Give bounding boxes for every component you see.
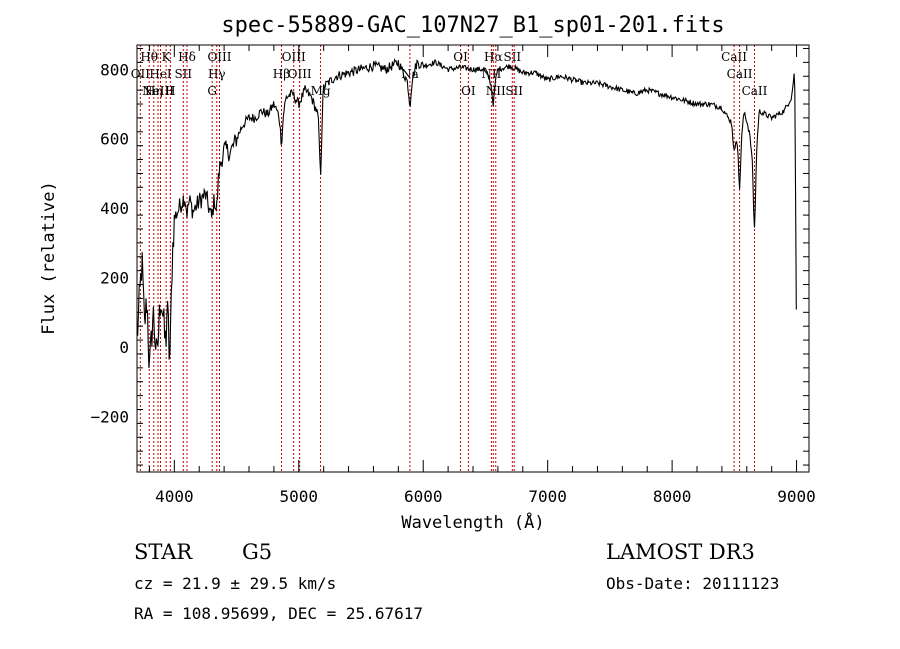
x-tick-label: 8000	[653, 487, 692, 506]
spectral-line-label: OI	[461, 84, 476, 98]
x-tick-label: 7000	[528, 487, 567, 506]
obs-date: Obs-Date: 20111123	[606, 574, 779, 593]
chart-title: spec-55889-GAC_107N27_B1_sp01-201.fits	[221, 13, 724, 38]
spectral-line-label: G	[207, 84, 217, 98]
y-axis-ticks: −200 0 200 400 600 800	[90, 47, 809, 466]
spectrum-series-line	[136, 58, 797, 368]
y-tick-label: 400	[100, 199, 129, 218]
redshift-cz: cz = 21.9 ± 29.5 km/s	[134, 574, 336, 593]
spectral-line-label: K	[162, 50, 172, 64]
x-axis-ticks: 4000 5000 6000 7000 8000 9000	[148, 45, 816, 506]
spectral-line-label: Hα	[484, 50, 503, 64]
x-tick-label: 4000	[155, 487, 194, 506]
y-tick-label: 0	[119, 338, 129, 357]
spectral-line-label: OIII	[207, 50, 231, 64]
spectral-line-label: CaII	[721, 50, 747, 64]
y-axis-label: Flux (relative)	[39, 181, 59, 335]
plot-frame	[136, 44, 810, 473]
spectral-line-label: OIII	[282, 50, 306, 64]
y-tick-label: −200	[90, 407, 129, 426]
spectral-line-label: SII	[174, 67, 192, 81]
x-tick-label: 9000	[777, 487, 816, 506]
survey-name: LAMOST DR3	[606, 540, 755, 564]
spectral-line-label: Hγ	[208, 67, 226, 81]
spectral-line-label: SII	[503, 50, 521, 64]
spectral-line-label: H	[165, 84, 175, 98]
spectral-line-label: NII	[486, 84, 506, 98]
y-tick-label: 600	[100, 130, 129, 149]
spectral-line-label: OI	[453, 50, 468, 64]
x-axis-label: Wavelength (Å)	[401, 511, 544, 533]
object-subclass: G5	[242, 540, 272, 564]
y-tick-label: 800	[100, 60, 129, 79]
y-tick-label: 200	[100, 269, 129, 288]
spectral-line-label: OII	[131, 67, 151, 81]
x-tick-label: 5000	[280, 487, 319, 506]
spectral-line-label: SII	[505, 84, 523, 98]
object-class: STAR	[134, 540, 193, 564]
spectral-line-label: Hβ	[273, 67, 290, 81]
x-tick-label: 6000	[404, 487, 443, 506]
spectral-line-label: HeI	[149, 67, 172, 81]
spectral-line-label: CaII	[727, 67, 753, 81]
emission-lines: OIIHθHηNeIIIHeIKHSIIHδGHγOIIIHβOIIIOIIIM…	[131, 45, 768, 472]
spectral-line-label: OIII	[288, 67, 312, 81]
spectral-line-label: CaII	[742, 84, 768, 98]
spectral-line-label: Mg	[311, 84, 331, 98]
ra-dec: RA = 108.95699, DEC = 25.67617	[134, 604, 423, 623]
spectral-line-label: Hδ	[178, 50, 196, 64]
